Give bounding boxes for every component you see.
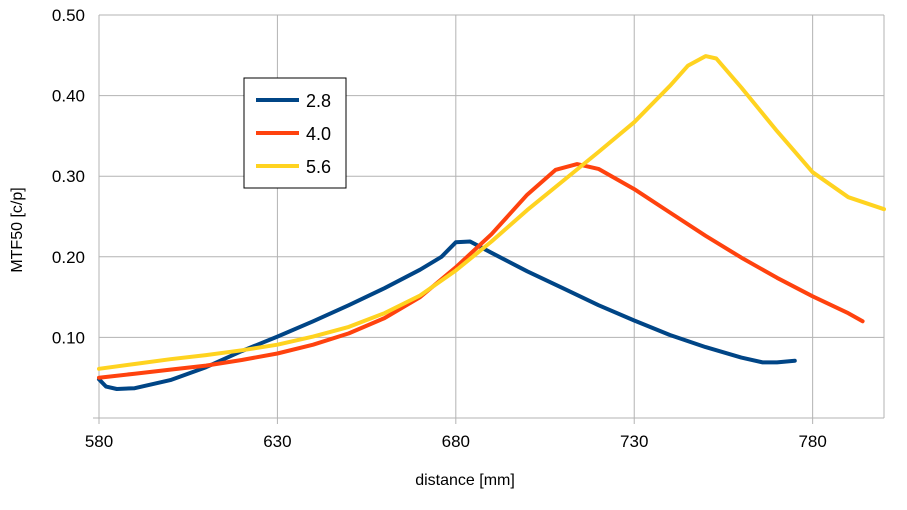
grid-lines — [93, 14, 885, 424]
x-tick-label: 780 — [798, 432, 826, 451]
x-tick-label: 580 — [85, 432, 113, 451]
series-lines — [97, 54, 886, 391]
x-tick-label: 730 — [620, 432, 648, 451]
y-tick-label: 0.50 — [52, 6, 85, 25]
series-line-2-8 — [97, 239, 797, 391]
y-tick-label: 0.10 — [52, 328, 85, 347]
x-tick-label: 630 — [263, 432, 291, 451]
legend-label: 5.6 — [306, 157, 331, 177]
y-tick-label: 0.30 — [52, 167, 85, 186]
series-line-5-6 — [97, 54, 886, 371]
y-axis-ticks: 0.10 0.20 0.30 0.40 0.50 — [52, 6, 85, 347]
legend: 2.8 4.0 5.6 — [243, 77, 347, 189]
y-tick-label: 0.20 — [52, 248, 85, 267]
y-axis-title: MTF50 [c/p] — [9, 187, 26, 272]
series-line-4-0 — [97, 162, 865, 380]
x-tick-label: 680 — [442, 432, 470, 451]
legend-label: 4.0 — [306, 124, 331, 144]
legend-label: 2.8 — [306, 91, 331, 111]
x-axis-title: distance [mm] — [415, 472, 515, 489]
x-axis-ticks: 580 630 680 730 780 — [85, 432, 827, 451]
y-tick-label: 0.40 — [52, 87, 85, 106]
